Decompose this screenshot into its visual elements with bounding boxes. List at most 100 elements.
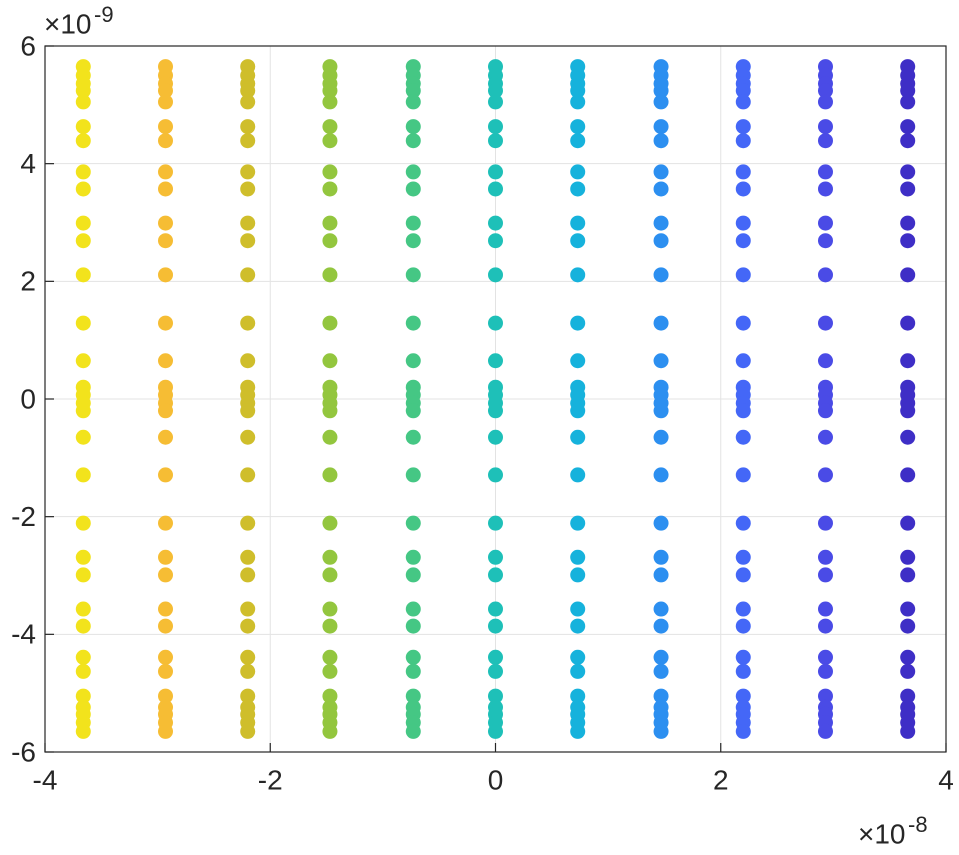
scatter-point	[570, 723, 586, 739]
scatter-point	[75, 723, 91, 739]
scatter-point	[900, 429, 916, 445]
scatter-point	[900, 567, 916, 583]
scatter-point	[240, 688, 256, 704]
y-tick-label: 4	[20, 148, 36, 179]
scatter-point	[488, 601, 503, 617]
scatter-point	[735, 723, 751, 739]
scatter-point	[900, 233, 916, 249]
scatter-point	[75, 688, 91, 704]
scatter-point	[322, 649, 338, 665]
scatter-point	[653, 403, 669, 419]
scatter-point	[405, 267, 421, 283]
scatter-point	[240, 94, 256, 110]
scatter-point	[322, 688, 338, 704]
scatter-point	[735, 549, 751, 565]
scatter-point	[735, 618, 751, 634]
scatter-point	[405, 601, 421, 617]
scatter-point	[735, 119, 751, 135]
scatter-point	[735, 429, 751, 445]
scatter-point	[158, 515, 174, 531]
scatter-point	[240, 353, 256, 369]
scatter-point	[488, 567, 503, 583]
scatter-point	[817, 467, 833, 483]
scatter-point	[570, 618, 586, 634]
scatter-point	[240, 215, 256, 231]
scatter-point	[900, 403, 916, 419]
scatter-point	[405, 181, 421, 197]
scatter-point	[488, 549, 503, 565]
scatter-point	[158, 567, 174, 583]
scatter-point	[405, 467, 421, 483]
x-multiplier: ×10	[858, 818, 906, 849]
scatter-point	[653, 215, 669, 231]
scatter-point	[900, 723, 916, 739]
scatter-point	[158, 83, 174, 99]
scatter-point	[158, 688, 174, 704]
scatter-point	[653, 233, 669, 249]
scatter-point	[817, 94, 833, 110]
scatter-point	[488, 649, 503, 665]
scatter-point	[488, 353, 503, 369]
scatter-point	[322, 267, 338, 283]
scatter-point	[158, 549, 174, 565]
scatter-point	[405, 164, 421, 180]
scatter-point	[653, 567, 669, 583]
scatter-point	[405, 649, 421, 665]
scatter-point	[653, 119, 669, 135]
scatter-point	[240, 618, 256, 634]
scatter-point	[735, 601, 751, 617]
scatter-point	[817, 515, 833, 531]
scatter-point	[653, 618, 669, 634]
scatter-point	[735, 164, 751, 180]
scatter-point	[322, 567, 338, 583]
scatter-point	[75, 94, 91, 110]
scatter-point	[570, 403, 586, 419]
scatter-point	[158, 723, 174, 739]
scatter-point	[488, 267, 503, 283]
scatter-point	[240, 663, 256, 679]
scatter-point	[817, 315, 833, 331]
scatter-point	[570, 83, 586, 99]
scatter-point	[405, 233, 421, 249]
scatter-point	[240, 83, 256, 99]
scatter-point	[570, 233, 586, 249]
scatter-point	[158, 618, 174, 634]
scatter-point	[570, 133, 586, 149]
y-multiplier: ×10	[44, 8, 92, 39]
scatter-point	[900, 618, 916, 634]
scatter-point	[488, 164, 503, 180]
scatter-point	[488, 83, 503, 99]
scatter-point	[900, 133, 916, 149]
scatter-point	[570, 688, 586, 704]
scatter-point	[158, 601, 174, 617]
scatter-point	[570, 267, 586, 283]
scatter-point	[158, 119, 174, 135]
scatter-point	[817, 83, 833, 99]
scatter-point	[817, 181, 833, 197]
scatter-point	[75, 119, 91, 135]
scatter-point	[158, 133, 174, 149]
scatter-point	[653, 688, 669, 704]
scatter-point	[322, 164, 338, 180]
scatter-point	[322, 94, 338, 110]
scatter-point	[488, 723, 503, 739]
scatter-point	[75, 83, 91, 99]
marks	[75, 59, 916, 739]
scatter-point	[900, 663, 916, 679]
scatter-point	[735, 133, 751, 149]
scatter-point	[158, 233, 174, 249]
scatter-point	[570, 515, 586, 531]
scatter-point	[405, 549, 421, 565]
scatter-point	[900, 467, 916, 483]
scatter-point	[158, 181, 174, 197]
y-tick-label: -2	[11, 501, 36, 532]
scatter-point	[488, 618, 503, 634]
scatter-point	[570, 119, 586, 135]
x-tick-label: 4	[938, 764, 954, 795]
scatter-point	[240, 649, 256, 665]
scatter-point	[322, 215, 338, 231]
scatter-point	[158, 467, 174, 483]
scatter-point	[735, 181, 751, 197]
scatter-point	[75, 353, 91, 369]
